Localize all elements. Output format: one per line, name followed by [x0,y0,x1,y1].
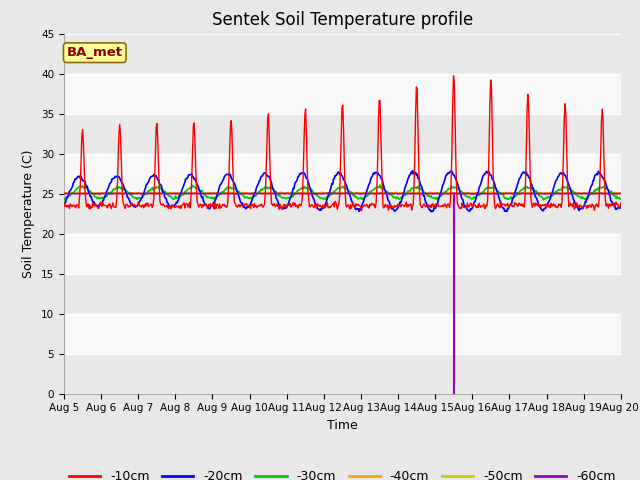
Bar [64,114,621,154]
Legend: -10cm, -20cm, -30cm, -40cm, -50cm, -60cm: -10cm, -20cm, -30cm, -40cm, -50cm, -60cm [64,465,621,480]
Bar [64,274,621,313]
X-axis label: Time: Time [327,419,358,432]
Bar [64,154,621,193]
Bar [64,193,621,234]
Y-axis label: Soil Temperature (C): Soil Temperature (C) [22,149,35,278]
Text: BA_met: BA_met [67,46,123,59]
Bar [64,313,621,354]
Bar [64,34,621,73]
Bar [64,73,621,114]
Bar [64,354,621,394]
Bar [64,234,621,274]
Title: Sentek Soil Temperature profile: Sentek Soil Temperature profile [212,11,473,29]
